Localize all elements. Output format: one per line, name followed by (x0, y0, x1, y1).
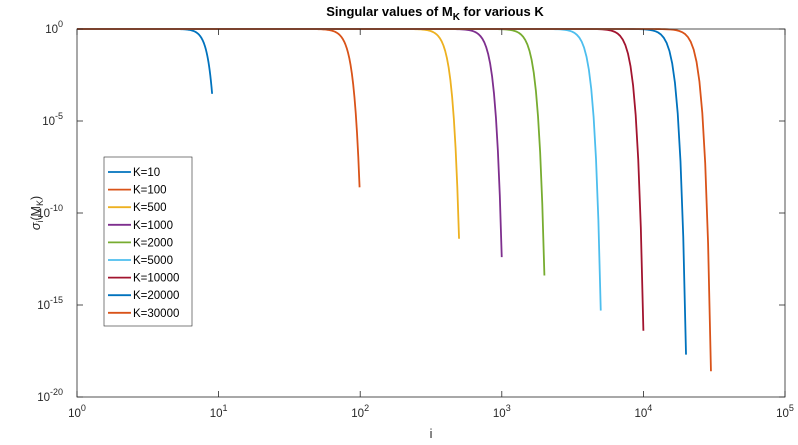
legend-label: K=20000 (133, 290, 179, 302)
legend: K=10 K=100 K=500 K=1000 K=2000 K=5000 K=10000 K… (103, 156, 193, 327)
legend-label: K=10 (133, 167, 160, 179)
legend-label: K=500 (133, 202, 167, 214)
series-line-k-10 (76, 28, 214, 94)
legend-label: K=10000 (133, 273, 179, 285)
y-tick-label: 10-15 (37, 295, 63, 312)
chart-title-main: Singular values of M (326, 4, 452, 19)
legend-label: K=5000 (133, 255, 173, 267)
y-tick-label: 10-5 (42, 111, 63, 128)
chart-title: Singular values of MK for various K (326, 4, 544, 23)
chart-title-tail: for various K (460, 4, 544, 19)
y-tick-label: 10-20 (37, 387, 63, 404)
x-tick-label: 105 (776, 403, 794, 420)
y-tick-label: 100 (45, 19, 63, 36)
x-tick-label: 101 (210, 403, 228, 420)
x-axis-label: i (430, 427, 433, 441)
legend-label: K=1000 (133, 220, 173, 232)
x-tick-label: 102 (351, 403, 369, 420)
legend-label: K=2000 (133, 237, 173, 249)
ticks-layer: 100 101 102 103 104 105 100 10-5 10-10 10-15 10-20 (37, 19, 794, 420)
legend-label: K=30000 (133, 308, 179, 320)
x-tick-label: 103 (493, 403, 511, 420)
x-tick-label: 100 (68, 403, 86, 420)
x-tick-label: 104 (634, 403, 652, 420)
y-tick-label: 10-10 (37, 203, 63, 220)
y-axis-label: σi(MK) (29, 196, 45, 230)
chart-title-subscript: K (453, 12, 461, 23)
legend-label: K=100 (133, 185, 167, 197)
